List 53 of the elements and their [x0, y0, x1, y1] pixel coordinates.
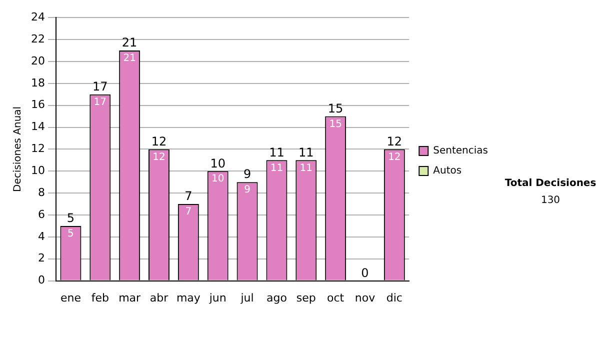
- legend-label: Autos: [433, 166, 462, 177]
- total-label: 5: [66, 211, 75, 226]
- y-tick-label: 16: [30, 98, 45, 112]
- x-tick-label: feb: [91, 291, 109, 304]
- x-tick-label: oct: [327, 291, 345, 304]
- data-label: 7: [185, 206, 192, 218]
- total-label: 17: [92, 79, 108, 94]
- total-label: 0: [361, 266, 369, 280]
- data-label: 12: [388, 152, 401, 163]
- total-label: 11: [298, 145, 314, 160]
- data-label: 17: [94, 96, 107, 108]
- data-label: 15: [329, 118, 342, 130]
- data-label: 21: [123, 53, 136, 64]
- text: Total Decisiones: [504, 178, 598, 189]
- text: 130: [540, 195, 562, 206]
- total-label: 15: [328, 101, 344, 116]
- y-tick-label: 18: [30, 76, 45, 90]
- x-tick-label: jul: [240, 291, 254, 304]
- y-tick-label: 22: [30, 32, 45, 46]
- data-label: 11: [300, 162, 313, 174]
- y-tick-label: 10: [30, 164, 45, 177]
- total-label: 11: [269, 145, 284, 160]
- y-tick-label: 2: [38, 252, 45, 265]
- x-tick-label: ene: [60, 291, 82, 304]
- x-tick-label: dic: [386, 291, 402, 304]
- data-label: 11: [270, 162, 284, 174]
- total-label: 10: [210, 156, 226, 170]
- data-label: 9: [244, 184, 250, 196]
- data-label: 5: [68, 228, 74, 240]
- x-tick-label: jun: [208, 291, 226, 304]
- y-axis-title: Decisiones Anual: [12, 106, 24, 192]
- total-label: 21: [122, 36, 138, 50]
- y-tick-label: 12: [30, 142, 45, 156]
- y-tick-label: 20: [30, 54, 45, 68]
- x-tick-label: nov: [354, 291, 376, 304]
- y-tick-label: 24: [30, 10, 45, 24]
- x-tick-label: mar: [118, 291, 142, 304]
- total-label: 12: [151, 134, 167, 148]
- y-tick-label: 6: [38, 208, 45, 221]
- data-label: 10: [211, 174, 224, 185]
- total-label: 9: [243, 167, 252, 182]
- y-tick-label: 0: [38, 274, 45, 287]
- legend-label: Sentencias: [433, 146, 488, 157]
- total-label: 7: [184, 189, 192, 204]
- x-tick-label: sep: [296, 291, 316, 304]
- x-tick-label: may: [176, 291, 201, 304]
- y-tick-label: 4: [38, 230, 45, 243]
- y-tick-label: 14: [30, 120, 45, 134]
- y-tick-label: 8: [38, 186, 45, 199]
- data-label: 12: [152, 152, 166, 163]
- x-tick-label: ago: [266, 291, 288, 304]
- x-tick-label: abr: [150, 291, 169, 304]
- total-label: 12: [386, 134, 402, 148]
